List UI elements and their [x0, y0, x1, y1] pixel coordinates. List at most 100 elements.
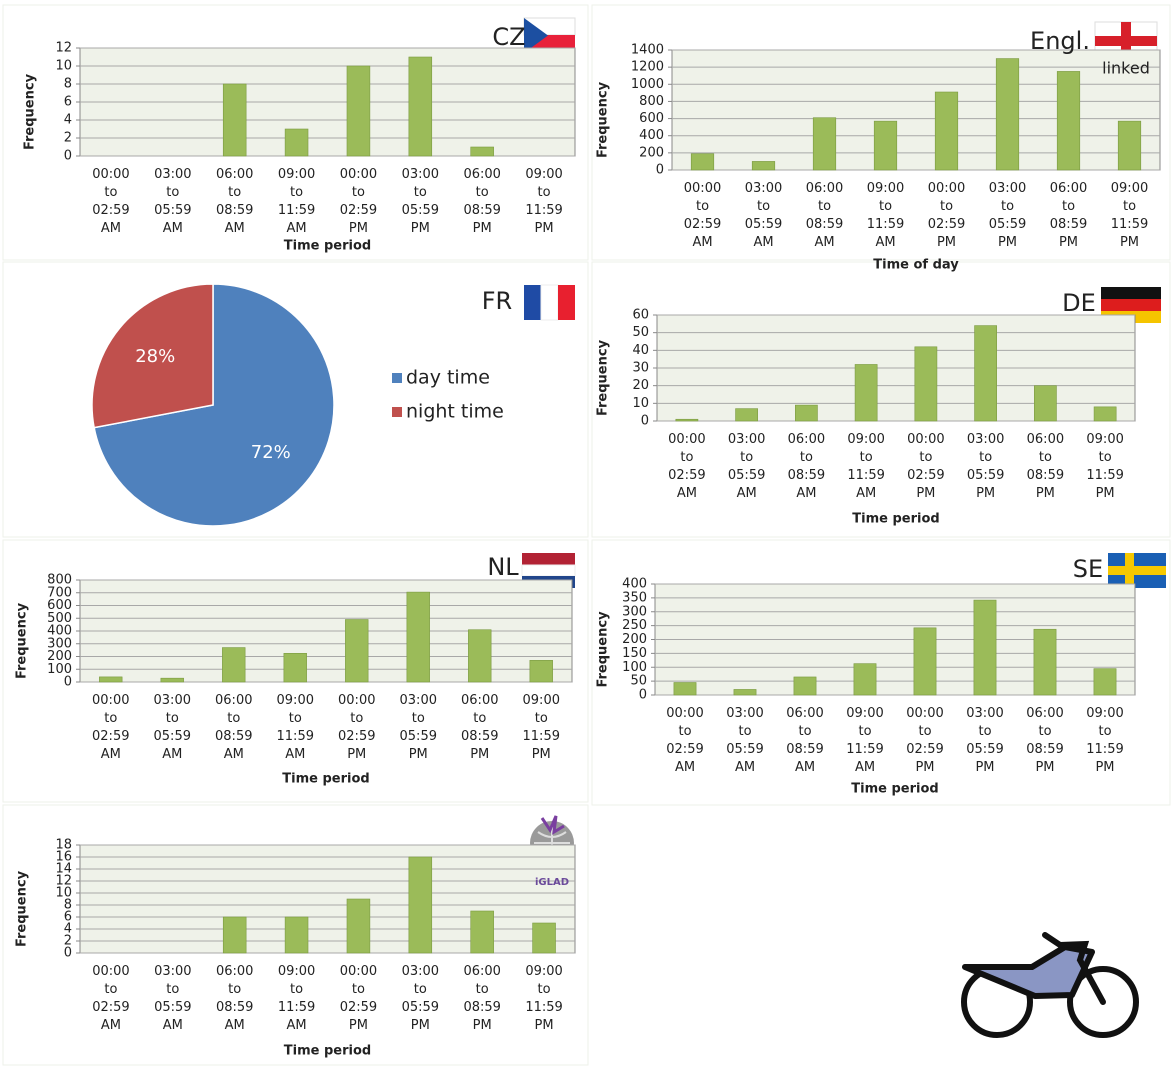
x-tick-label-line: 06:00 [1026, 706, 1063, 721]
x-tick-label-line: AM [677, 486, 697, 501]
x-tick-label-line: AM [101, 1018, 121, 1033]
x-axis-title: Time period [284, 239, 371, 254]
x-tick-label-line: 06:00 [788, 432, 825, 447]
x-tick-label-line: to [879, 199, 892, 214]
x-tick-label-line: AM [737, 486, 757, 501]
bar [471, 147, 494, 156]
x-tick-label-line: to [979, 450, 992, 465]
x-tick-label-line: AM [225, 221, 245, 236]
x-tick-label-line: 08:59 [463, 203, 500, 218]
x-tick-label-line: to [1098, 724, 1111, 739]
x-tick-label-line: PM [998, 235, 1017, 250]
plot-area [80, 845, 575, 953]
x-tick-label-line: 08:59 [788, 468, 825, 483]
y-axis-title: Frequency [596, 339, 611, 416]
x-axis-title: Time period [282, 772, 369, 787]
x-tick-label: 09:00to11:59AM [278, 964, 315, 1033]
x-tick-label-line: to [227, 711, 240, 726]
x-tick-label-line: 02:59 [906, 742, 943, 757]
x-tick-label-line: to [414, 982, 427, 997]
x-tick-label-line: PM [916, 486, 935, 501]
bar [935, 92, 958, 170]
bar [1057, 71, 1080, 170]
x-tick-label-line: to [535, 711, 548, 726]
x-tick-label-line: to [104, 711, 117, 726]
legend-swatch [392, 407, 402, 417]
bar [347, 899, 370, 953]
x-tick-label-line: AM [162, 747, 182, 762]
x-tick-label-line: PM [535, 1018, 554, 1033]
x-axis-title: Time of day [873, 258, 959, 273]
x-tick-label-line: to [740, 450, 753, 465]
x-tick-label-line: PM [411, 221, 430, 236]
bar [223, 917, 246, 953]
y-tick-label: 2 [64, 131, 72, 146]
x-tick-label-line: 00:00 [666, 706, 703, 721]
bar [1034, 386, 1056, 421]
x-tick-label: 06:00to08:59PM [1050, 181, 1087, 250]
x-tick-label-line: 03:00 [154, 693, 191, 708]
x-tick-label-line: to [858, 724, 871, 739]
country-label: NL [487, 553, 519, 581]
x-tick-label-line: PM [409, 747, 428, 762]
bar [285, 129, 308, 156]
x-tick-label-line: to [738, 724, 751, 739]
x-tick-label-line: 09:00 [1086, 432, 1123, 447]
bar [1118, 121, 1141, 170]
x-tick-label-line: PM [411, 1018, 430, 1033]
country-label: Engl. [1030, 27, 1090, 55]
country-label: DE [1062, 289, 1096, 317]
x-tick-label: 03:00to05:59AM [745, 181, 782, 250]
bar [794, 677, 816, 695]
x-tick-label-line: PM [937, 235, 956, 250]
x-tick-label-line: to [166, 982, 179, 997]
x-tick-label-line: 03:00 [154, 167, 191, 182]
bar [974, 600, 996, 695]
x-tick-label-line: 02:59 [907, 468, 944, 483]
x-tick-label: 03:00to05:59AM [728, 432, 765, 501]
y-tick-label: 12 [55, 41, 72, 56]
x-tick-label-line: AM [287, 1018, 307, 1033]
x-tick-label-line: to [1001, 199, 1014, 214]
x-tick-label-line: to [696, 199, 709, 214]
bar [915, 347, 937, 421]
x-tick-label: 00:00to02:59AM [668, 432, 705, 501]
bar [996, 59, 1019, 170]
x-tick-label-line: 02:59 [92, 203, 129, 218]
x-tick-label-line: to [412, 711, 425, 726]
x-tick-label: 09:00to11:59AM [867, 181, 904, 250]
x-tick-label-line: 02:59 [666, 742, 703, 757]
bar [345, 620, 368, 682]
x-tick-label-line: 03:00 [154, 964, 191, 979]
bar [530, 660, 553, 682]
x-tick-label-line: to [352, 185, 365, 200]
x-tick-label-line: 03:00 [989, 181, 1026, 196]
x-tick-label-line: 11:59 [277, 729, 314, 744]
x-tick-label-line: 02:59 [340, 203, 377, 218]
motorcycle-icon [964, 935, 1136, 1035]
y-tick-label: 8 [64, 77, 72, 92]
x-tick-label-line: 09:00 [278, 964, 315, 979]
x-tick-label-line: to [289, 711, 302, 726]
x-tick-label: 09:00to11:59PM [525, 167, 562, 236]
x-tick-label-line: 05:59 [726, 742, 763, 757]
x-tick-label-line: 00:00 [340, 964, 377, 979]
x-tick-label: 06:00to08:59AM [216, 167, 253, 236]
bar [284, 653, 307, 682]
x-tick-label-line: to [290, 185, 303, 200]
x-tick-label-line: 05:59 [728, 468, 765, 483]
x-tick-label: 03:00to05:59PM [402, 167, 439, 236]
x-tick-label-line: 00:00 [928, 181, 965, 196]
x-tick-label-line: to [1123, 199, 1136, 214]
x-tick-label-line: AM [163, 221, 183, 236]
x-tick-label-line: to [757, 199, 770, 214]
x-tick-label-line: 06:00 [215, 693, 252, 708]
x-tick-label: 03:00to05:59AM [154, 167, 191, 236]
x-tick-label-line: 05:59 [154, 729, 191, 744]
x-tick-label: 09:00to11:59PM [1111, 181, 1148, 250]
x-tick-label-line: to [818, 199, 831, 214]
x-tick-label-line: to [1039, 450, 1052, 465]
x-tick-label-line: 09:00 [846, 706, 883, 721]
y-tick-label: 500 [47, 611, 72, 626]
